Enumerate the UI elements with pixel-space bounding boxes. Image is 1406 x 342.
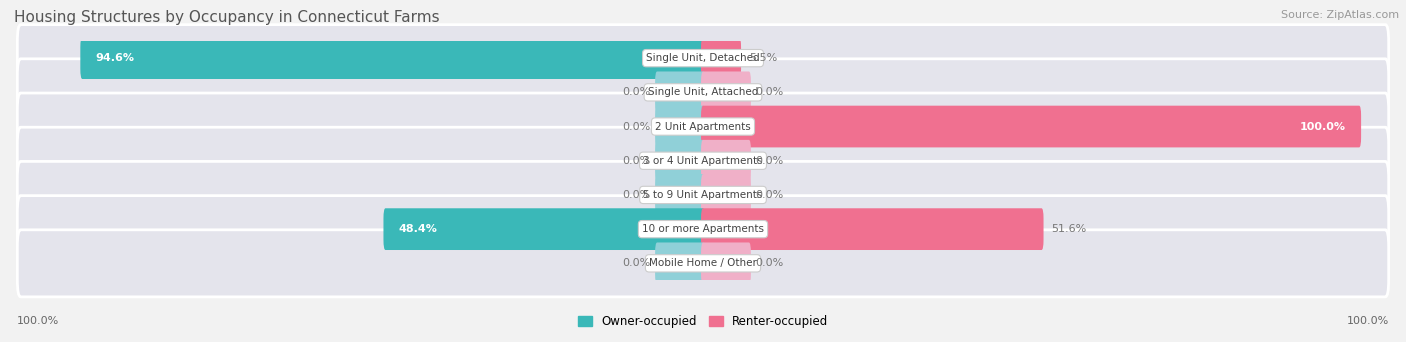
- Text: 0.0%: 0.0%: [755, 156, 783, 166]
- Text: 5.5%: 5.5%: [749, 53, 778, 63]
- Text: Mobile Home / Other: Mobile Home / Other: [650, 258, 756, 268]
- Text: 0.0%: 0.0%: [623, 156, 651, 166]
- Text: 0.0%: 0.0%: [755, 190, 783, 200]
- Text: 51.6%: 51.6%: [1052, 224, 1087, 234]
- FancyBboxPatch shape: [17, 93, 1389, 160]
- Text: 0.0%: 0.0%: [623, 190, 651, 200]
- Text: 100.0%: 100.0%: [1301, 121, 1346, 132]
- FancyBboxPatch shape: [702, 71, 751, 113]
- FancyBboxPatch shape: [17, 59, 1389, 126]
- FancyBboxPatch shape: [17, 161, 1389, 228]
- Text: 48.4%: 48.4%: [398, 224, 437, 234]
- Text: 3 or 4 Unit Apartments: 3 or 4 Unit Apartments: [643, 156, 763, 166]
- Text: 100.0%: 100.0%: [1347, 316, 1389, 327]
- Text: Housing Structures by Occupancy in Connecticut Farms: Housing Structures by Occupancy in Conne…: [14, 10, 440, 25]
- FancyBboxPatch shape: [655, 71, 704, 113]
- FancyBboxPatch shape: [655, 106, 704, 147]
- FancyBboxPatch shape: [17, 230, 1389, 297]
- FancyBboxPatch shape: [702, 37, 741, 79]
- FancyBboxPatch shape: [80, 37, 704, 79]
- Text: 0.0%: 0.0%: [623, 258, 651, 268]
- Text: 94.6%: 94.6%: [96, 53, 135, 63]
- Text: Source: ZipAtlas.com: Source: ZipAtlas.com: [1281, 10, 1399, 20]
- Legend: Owner-occupied, Renter-occupied: Owner-occupied, Renter-occupied: [572, 310, 834, 333]
- FancyBboxPatch shape: [655, 174, 704, 216]
- FancyBboxPatch shape: [702, 242, 751, 284]
- FancyBboxPatch shape: [17, 127, 1389, 194]
- FancyBboxPatch shape: [17, 196, 1389, 263]
- Text: 0.0%: 0.0%: [755, 87, 783, 97]
- FancyBboxPatch shape: [702, 106, 1361, 147]
- Text: 5 to 9 Unit Apartments: 5 to 9 Unit Apartments: [644, 190, 762, 200]
- Text: 0.0%: 0.0%: [623, 121, 651, 132]
- FancyBboxPatch shape: [384, 208, 704, 250]
- FancyBboxPatch shape: [17, 25, 1389, 92]
- Text: Single Unit, Detached: Single Unit, Detached: [647, 53, 759, 63]
- FancyBboxPatch shape: [702, 140, 751, 182]
- Text: 0.0%: 0.0%: [623, 87, 651, 97]
- Text: 10 or more Apartments: 10 or more Apartments: [643, 224, 763, 234]
- FancyBboxPatch shape: [702, 174, 751, 216]
- Text: 0.0%: 0.0%: [755, 258, 783, 268]
- Text: Single Unit, Attached: Single Unit, Attached: [648, 87, 758, 97]
- Text: 2 Unit Apartments: 2 Unit Apartments: [655, 121, 751, 132]
- FancyBboxPatch shape: [655, 140, 704, 182]
- FancyBboxPatch shape: [702, 208, 1043, 250]
- FancyBboxPatch shape: [655, 242, 704, 284]
- Text: 100.0%: 100.0%: [17, 316, 59, 327]
